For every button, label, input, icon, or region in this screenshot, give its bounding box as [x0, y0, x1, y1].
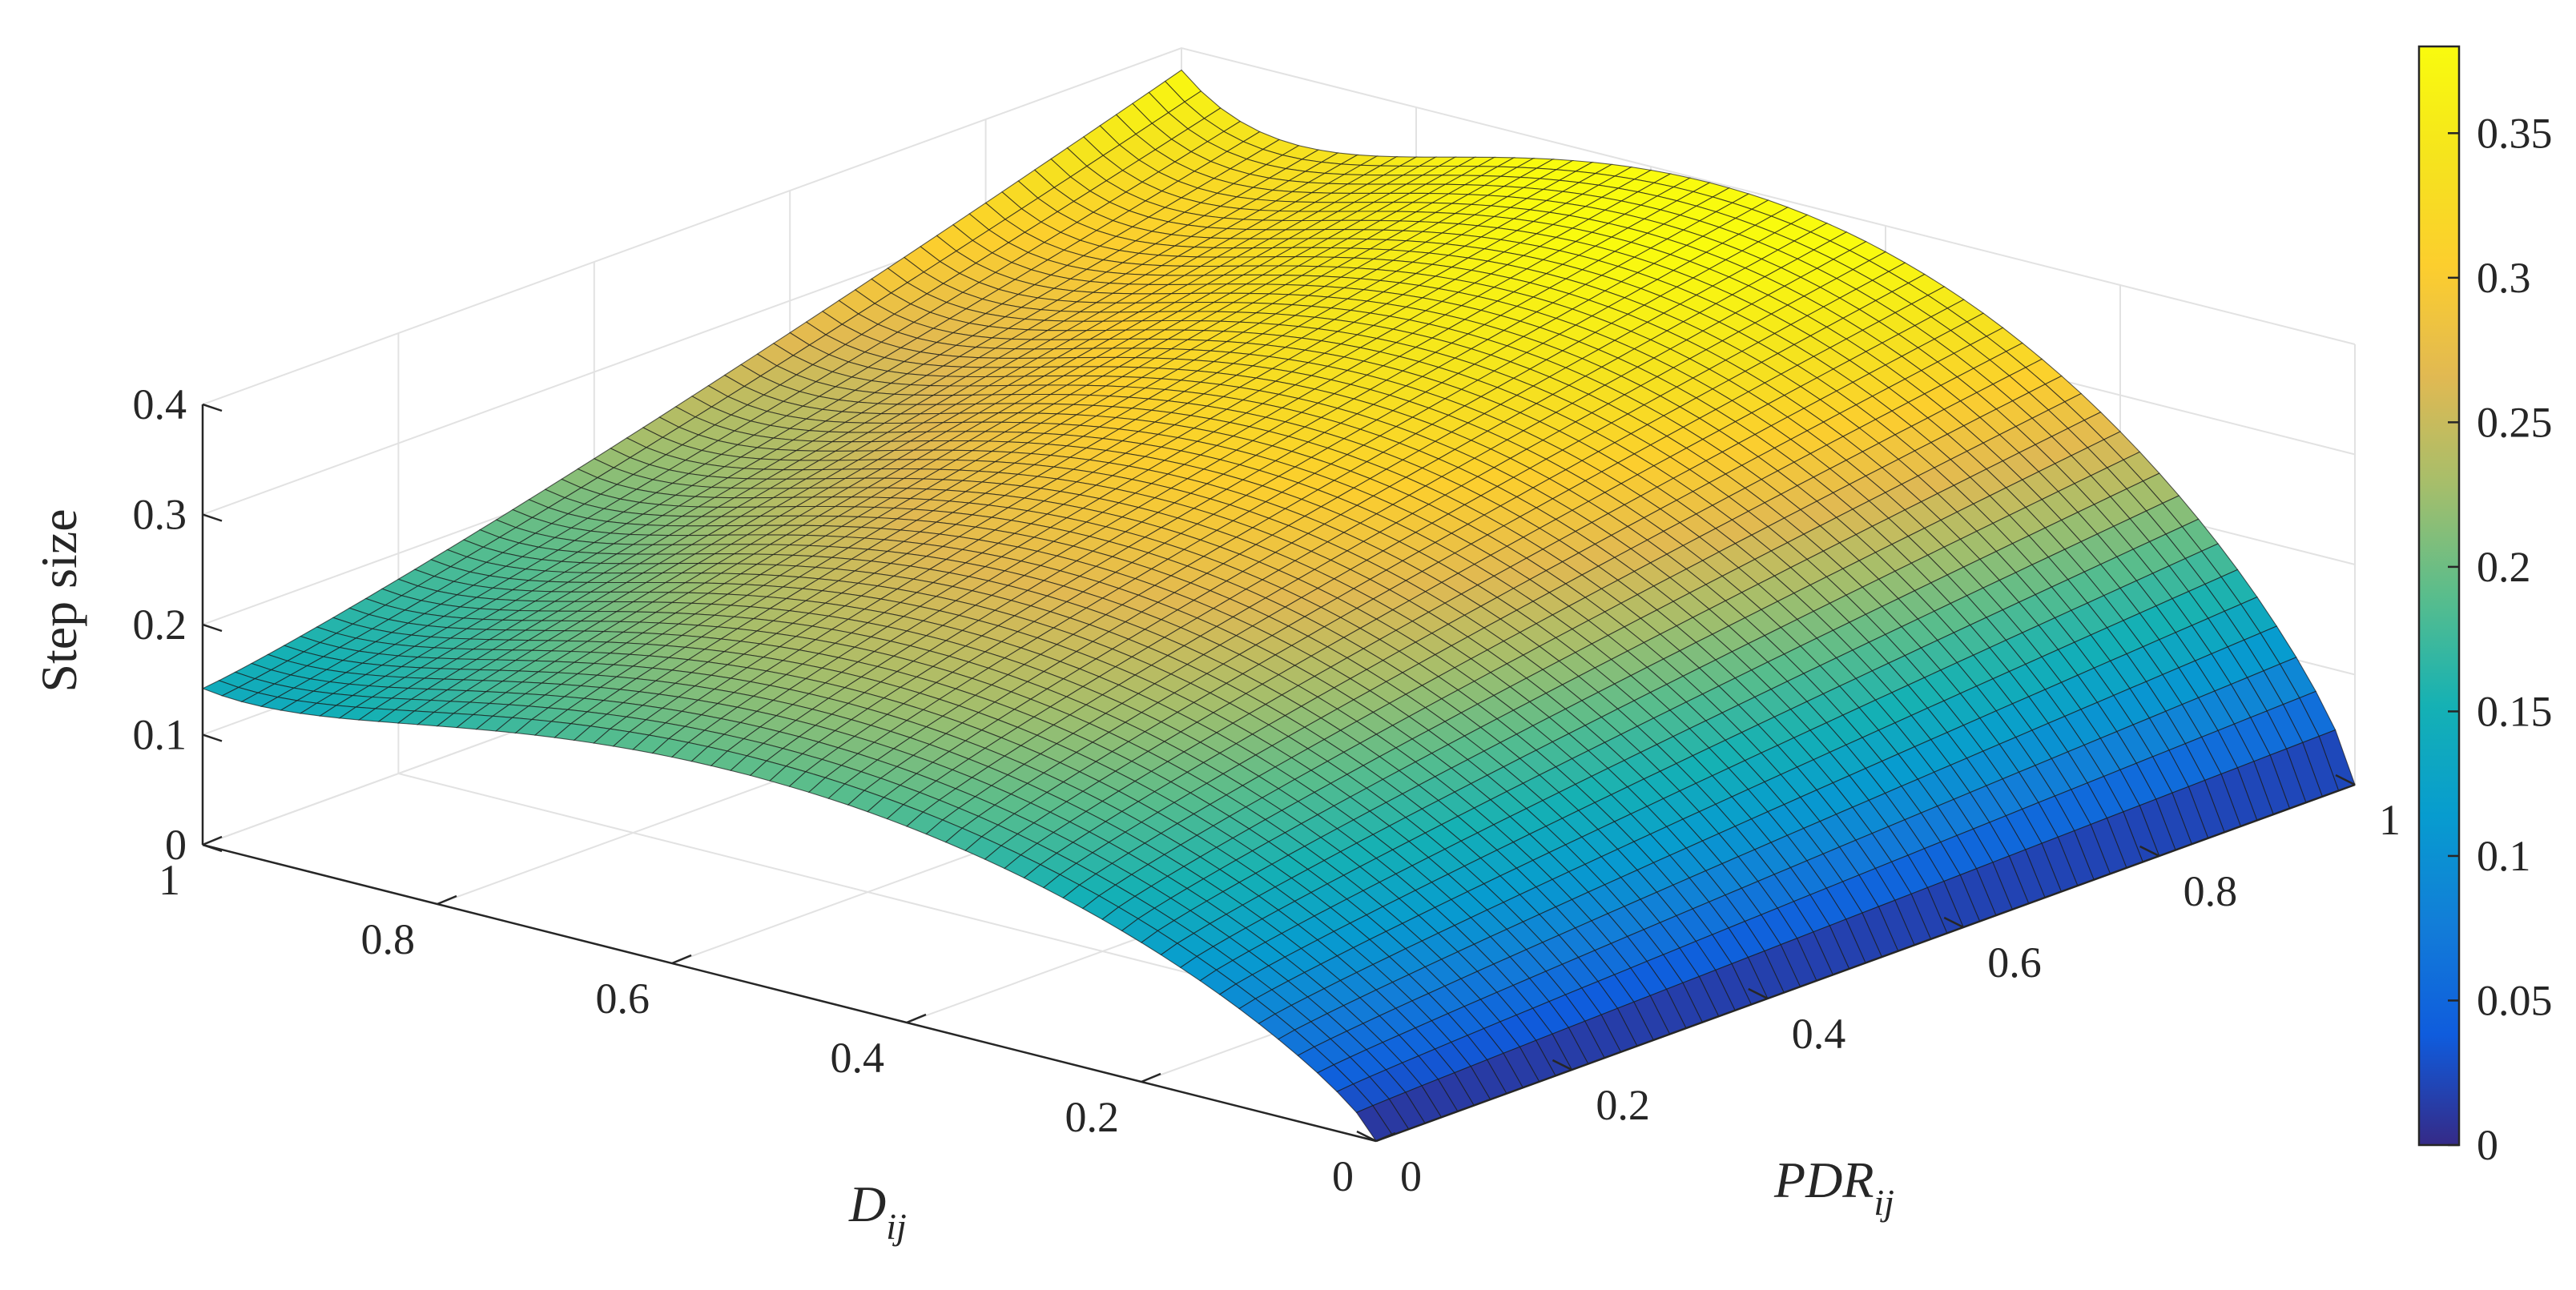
z-tick-label: 0.4	[133, 380, 187, 428]
x-tick	[437, 894, 457, 906]
colorbar-gradient	[2417, 45, 2461, 1147]
x-axis-label-subscript: ij	[886, 1206, 907, 1247]
y-axis-label-main: PDR	[1773, 1151, 1874, 1208]
colorbar-tick-label: 0.05	[2477, 976, 2553, 1024]
x-tick	[906, 1013, 927, 1024]
colorbar-tick-label: 0.25	[2477, 398, 2553, 446]
x-tick-label: 0.4	[831, 1034, 885, 1082]
x-tick-label: 1	[159, 856, 180, 904]
x-tick	[1375, 1131, 1396, 1143]
z-tick	[202, 623, 223, 633]
x-tick	[202, 835, 223, 846]
y-axis-label-subscript: ij	[1874, 1182, 1894, 1223]
colorbar-tick-label: 0.2	[2477, 543, 2531, 591]
x-axis-line	[202, 843, 1377, 1143]
colorbar-tick-label: 0.15	[2477, 687, 2553, 735]
x-axis-label-main: D	[848, 1175, 886, 1232]
y-tick-label: 0.8	[2184, 867, 2238, 915]
colorbar-tick-label: 0.35	[2477, 109, 2553, 157]
y-tick-label: 0.2	[1596, 1081, 1649, 1129]
y-tick	[1943, 916, 1964, 929]
z-tick-label: 0.1	[133, 711, 187, 759]
y-tick-label: 0.4	[1792, 1010, 1846, 1058]
z-tick	[202, 403, 223, 412]
x-tick	[1141, 1072, 1161, 1083]
y-tick	[2335, 774, 2356, 786]
y-tick-label: 0.6	[1987, 938, 2042, 987]
colorbar-tick-label: 0.1	[2477, 832, 2531, 880]
y-tick	[1748, 987, 1769, 1000]
y-gridline	[397, 333, 1572, 1071]
y-axis-line	[1375, 783, 2356, 1143]
y-tick	[1552, 1059, 1572, 1071]
z-tick-label: 0.2	[133, 601, 187, 649]
z-tick-label: 0.3	[133, 491, 187, 539]
y-tick	[1356, 1130, 1377, 1143]
z-tick-label: 0	[165, 821, 187, 869]
y-tick-label: 1	[2379, 796, 2401, 844]
x-tick	[671, 954, 692, 965]
surface-plot	[201, 69, 2356, 1142]
x-tick-label: 0.8	[361, 915, 416, 963]
x-tick-label: 0.2	[1065, 1093, 1120, 1141]
y-axis-label: PDRij	[1773, 1151, 1894, 1223]
axes: 00.20.40.60.8100.20.40.60.8100.10.20.30.…	[133, 380, 2401, 1200]
z-tick	[202, 513, 223, 522]
y-tick	[2139, 845, 2160, 858]
colorbar-tick-label: 0.3	[2477, 254, 2531, 302]
colorbar-tick-label: 0	[2477, 1121, 2498, 1169]
x-tick-label: 0	[1332, 1152, 1354, 1200]
z-axis-label: Step size	[30, 508, 87, 692]
y-tick-label: 0	[1400, 1152, 1422, 1200]
z-tick	[202, 843, 223, 853]
colorbar: 0 0.05 0.1 0.15 0.2 0.25 0.3 0.35	[2417, 45, 2553, 1169]
x-tick-label: 0.6	[596, 975, 650, 1023]
z-tick	[202, 733, 223, 742]
x-axis-label: Dij	[848, 1175, 907, 1247]
